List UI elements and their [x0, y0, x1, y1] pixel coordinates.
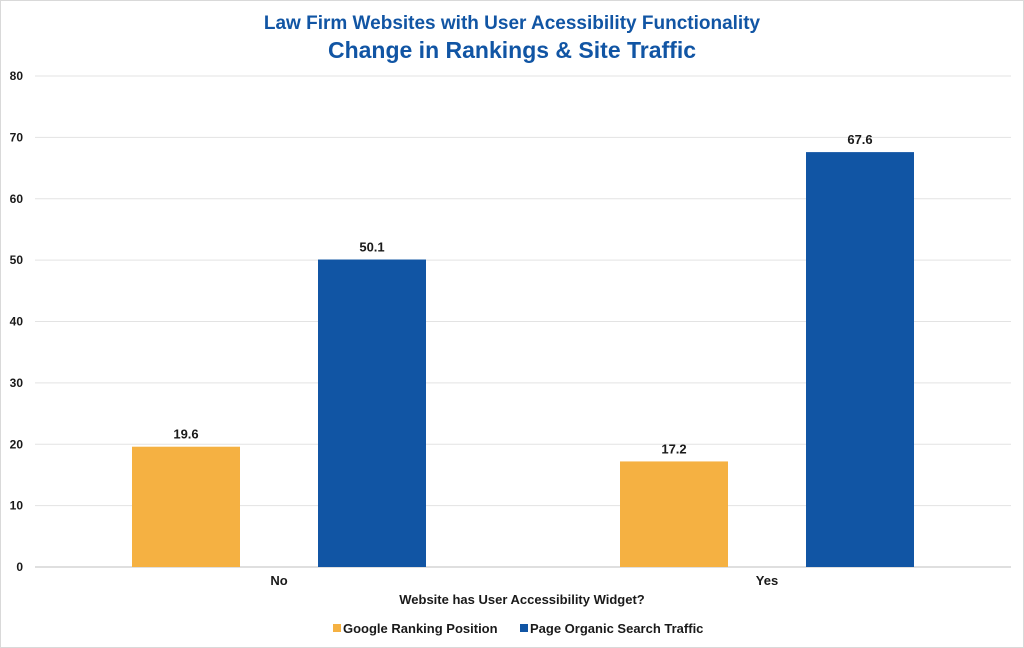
legend-swatch [520, 624, 528, 632]
x-axis-title: Website has User Accessibility Widget? [399, 592, 645, 607]
bar-no-series-1 [132, 446, 240, 567]
data-label: 67.6 [847, 132, 872, 147]
bar-yes-series-2 [806, 152, 914, 568]
data-labels: 19.6 50.1 17.2 67.6 [173, 132, 872, 456]
y-tick-label: 10 [10, 499, 24, 513]
y-axis-ticks: 0 10 20 30 40 50 60 70 80 [10, 69, 24, 574]
bar-yes-series-1 [620, 461, 728, 567]
y-tick-label: 70 [10, 130, 24, 144]
x-axis-categories: No Yes [270, 573, 778, 588]
chart-title: Law Firm Websites with User Acessibility… [264, 13, 761, 34]
y-tick-label: 60 [10, 192, 24, 206]
data-label: 50.1 [359, 240, 384, 255]
bar-no-series-2 [318, 259, 426, 567]
x-category-label: Yes [756, 573, 778, 588]
y-tick-label: 30 [10, 376, 24, 390]
chart-subtitle: Change in Rankings & Site Traffic [328, 37, 696, 63]
legend-swatch [333, 624, 341, 632]
bars [132, 152, 914, 568]
y-tick-label: 40 [10, 315, 24, 329]
legend: Google Ranking Position Page Organic Sear… [333, 621, 703, 636]
x-category-label: No [270, 573, 287, 588]
y-tick-label: 50 [10, 253, 24, 267]
y-tick-label: 80 [10, 69, 24, 83]
data-label: 19.6 [173, 427, 198, 442]
legend-label: Page Organic Search Traffic [530, 621, 703, 636]
data-label: 17.2 [661, 441, 686, 456]
y-tick-label: 0 [16, 560, 23, 574]
y-tick-label: 20 [10, 437, 24, 451]
legend-label: Google Ranking Position [343, 621, 498, 636]
